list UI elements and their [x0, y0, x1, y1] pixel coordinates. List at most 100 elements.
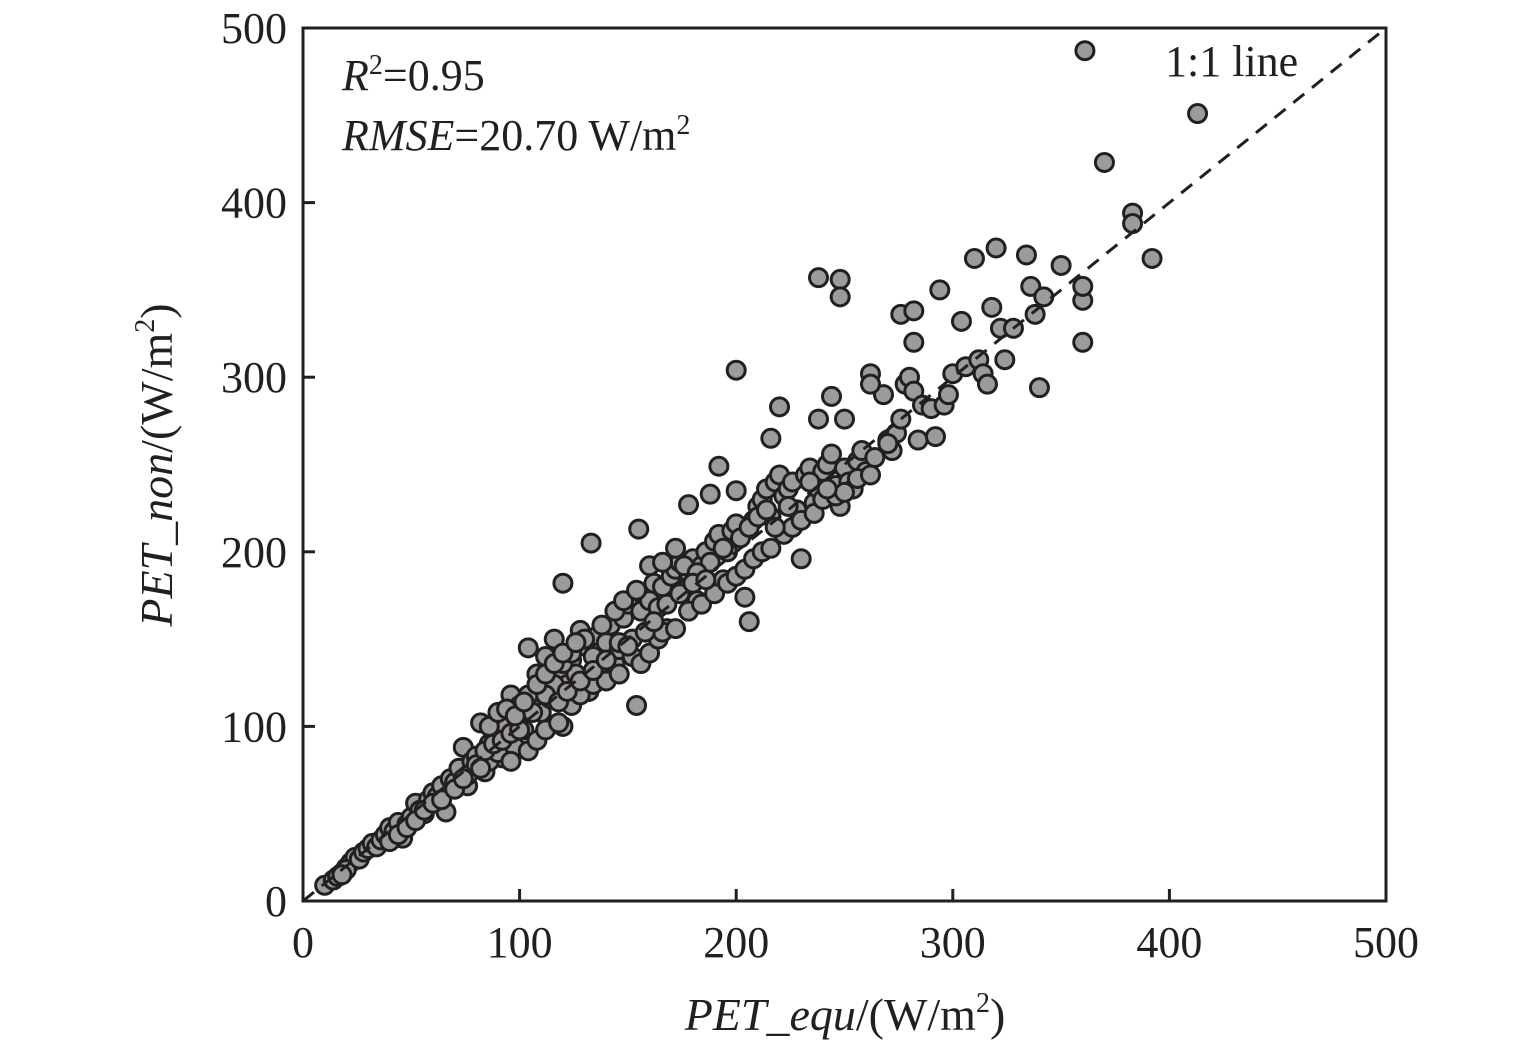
data-point	[591, 614, 613, 636]
y-tick-label: 400	[221, 179, 287, 228]
data-point	[903, 300, 925, 322]
rmse-exponent: 2	[676, 110, 690, 141]
data-point	[513, 691, 535, 713]
data-point	[695, 569, 717, 591]
data-point	[808, 408, 830, 430]
data-point	[725, 359, 747, 381]
data-point	[628, 518, 650, 540]
data-point	[829, 286, 851, 308]
one-to-one-reference-line	[302, 26, 1387, 903]
data-point	[760, 427, 782, 449]
data-point	[1024, 303, 1046, 325]
data-point	[517, 637, 539, 659]
x-axis-unit: /(W/m	[856, 989, 976, 1040]
data-point	[1141, 247, 1163, 269]
data-point	[725, 480, 747, 502]
data-point	[1072, 275, 1094, 297]
data-point	[821, 443, 843, 465]
data-point	[834, 408, 855, 430]
data-point	[816, 478, 838, 500]
data-point	[1072, 331, 1094, 353]
data-point	[1074, 40, 1096, 62]
y-tick-label: 200	[221, 528, 287, 577]
x-axis-ticks: 0 100 200 300 400 500	[292, 889, 1419, 967]
data-point	[548, 712, 570, 734]
data-point	[626, 579, 648, 601]
data-point	[626, 694, 648, 716]
x-tick-label: 400	[1136, 918, 1202, 967]
data-point	[580, 532, 602, 554]
r-squared-annotation: R2=0.95	[341, 50, 485, 100]
data-point	[595, 649, 617, 671]
x-tick-label: 200	[703, 918, 769, 967]
data-points	[314, 40, 1209, 896]
y-axis-unit-exponent: 2	[130, 319, 161, 333]
data-point	[1187, 103, 1209, 125]
r-squared-value: =0.95	[383, 51, 485, 100]
x-tick-label: 100	[487, 918, 553, 967]
data-point	[738, 611, 760, 633]
data-point	[981, 296, 1003, 318]
data-point	[756, 499, 778, 521]
y-tick-label: 0	[265, 877, 287, 926]
y-axis-variable: PET_non	[131, 453, 182, 628]
x-axis-variable: PET_equ	[684, 989, 856, 1040]
x-tick-label: 500	[1353, 918, 1419, 967]
data-point	[877, 433, 899, 455]
data-point	[331, 864, 353, 886]
data-point	[708, 455, 730, 477]
y-tick-label: 100	[221, 702, 287, 751]
data-point	[1122, 213, 1144, 235]
data-point	[859, 373, 881, 395]
y-axis-ticks: 0 100 200 300 400 500	[221, 4, 315, 926]
r-squared-exponent: 2	[369, 50, 383, 81]
x-axis-unit-exponent: 2	[976, 988, 990, 1019]
data-point	[859, 464, 881, 486]
r-squared-symbol: R	[341, 51, 369, 100]
data-point	[963, 247, 985, 269]
y-axis-unit: /(W/m	[131, 333, 182, 453]
y-axis-unit-close: )	[131, 303, 182, 318]
data-point	[500, 750, 522, 772]
data-point	[808, 267, 830, 289]
data-point	[790, 548, 812, 570]
data-point	[1028, 377, 1050, 399]
data-point	[777, 495, 799, 517]
data-point	[665, 537, 687, 559]
data-point	[829, 268, 851, 290]
data-point	[643, 611, 665, 633]
data-point	[994, 349, 1016, 371]
data-point	[821, 385, 843, 407]
x-axis-label: PET_equ/(W/m2)	[684, 988, 1006, 1040]
y-axis-label: PET_non/(W/m2)	[130, 303, 182, 627]
data-point	[678, 494, 700, 516]
data-point	[734, 586, 756, 608]
data-point	[1093, 151, 1115, 173]
data-point	[924, 426, 946, 448]
plot-area-frame	[301, 26, 1388, 903]
data-point	[929, 279, 951, 301]
data-point	[565, 632, 587, 654]
x-tick-label: 300	[920, 918, 986, 967]
data-point	[1050, 254, 1072, 276]
rmse-symbol: RMSE	[341, 111, 455, 160]
data-point	[760, 537, 782, 559]
reference-line-label: 1:1 line	[1165, 37, 1298, 86]
data-point	[552, 572, 574, 594]
data-point	[665, 618, 687, 640]
y-tick-label: 500	[221, 4, 287, 53]
x-tick-label: 0	[292, 918, 314, 967]
x-axis-unit-close: )	[990, 989, 1005, 1040]
rmse-value: =20.70 W/m	[454, 111, 676, 160]
data-point	[608, 663, 630, 685]
y-tick-label: 300	[221, 353, 287, 402]
data-point	[903, 331, 925, 353]
data-point	[950, 310, 972, 332]
data-point	[976, 373, 998, 395]
rmse-annotation: RMSE=20.70 W/m2	[341, 110, 690, 160]
data-point	[652, 551, 674, 573]
data-point	[907, 429, 929, 451]
data-point	[769, 396, 791, 418]
data-point	[985, 237, 1007, 259]
